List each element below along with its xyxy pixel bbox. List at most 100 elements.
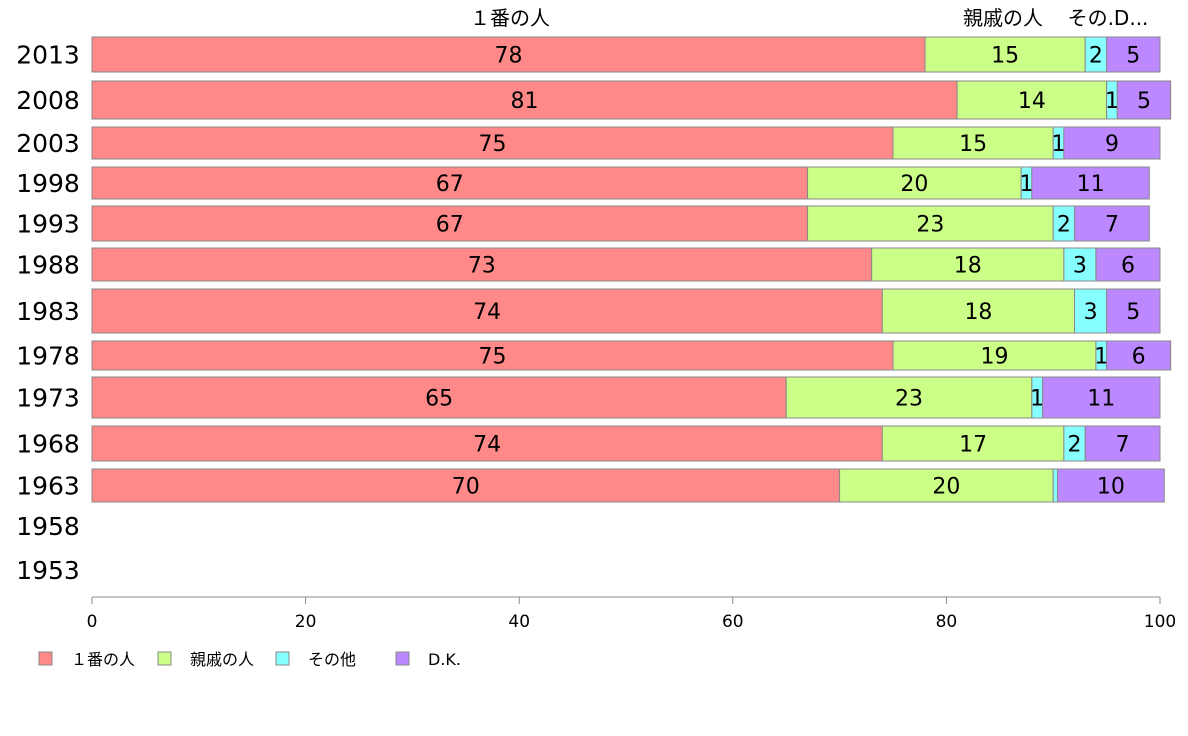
bar-segment-1988-0 bbox=[91, 247, 873, 282]
year-label-2008: 2008 bbox=[16, 86, 80, 115]
bar-segment-1988-2 bbox=[1063, 247, 1097, 282]
bar-segment-1988-3 bbox=[1095, 247, 1161, 282]
bar-segment-1983-2 bbox=[1074, 288, 1108, 334]
value-label-2008-3: 5 bbox=[1137, 89, 1151, 114]
year-label-1958: 1958 bbox=[16, 512, 80, 541]
year-label-1973: 1973 bbox=[16, 384, 80, 413]
value-label-1983-3: 5 bbox=[1126, 300, 1140, 325]
value-label-2013-0: 78 bbox=[495, 44, 523, 69]
value-label-2013-3: 5 bbox=[1126, 44, 1140, 69]
year-label-1963: 1963 bbox=[16, 472, 80, 501]
bar-segment-1983-0 bbox=[91, 288, 883, 334]
value-label-1998-2: 1 bbox=[1020, 172, 1034, 197]
year-label-2013: 2013 bbox=[16, 41, 80, 70]
value-label-2013-2: 2 bbox=[1089, 44, 1103, 69]
bar-segment-1968-0 bbox=[91, 425, 883, 462]
year-label-1968: 1968 bbox=[16, 430, 80, 459]
value-label-2003-2: 1 bbox=[1052, 132, 1066, 157]
x-tick-label-40: 40 bbox=[508, 612, 530, 632]
bar-segment-1983-1 bbox=[881, 288, 1076, 334]
bar-segment-2008-3 bbox=[1116, 80, 1172, 120]
bar-segment-2003-1 bbox=[892, 126, 1054, 160]
value-label-1968-0: 74 bbox=[473, 433, 501, 458]
value-label-1978-2: 1 bbox=[1094, 345, 1108, 370]
bar-segment-1963-2 bbox=[1052, 468, 1058, 503]
bar-segment-1993-0 bbox=[91, 205, 809, 242]
legend-swatch-3 bbox=[395, 651, 410, 666]
value-label-1963-3: 10 bbox=[1097, 475, 1125, 500]
value-label-2008-2: 1 bbox=[1105, 89, 1119, 114]
top-label-1: 親戚の人 bbox=[963, 6, 1043, 30]
value-label-1988-0: 73 bbox=[468, 254, 496, 279]
x-tick-label-60: 60 bbox=[722, 612, 744, 632]
bar-segment-2013-1 bbox=[924, 36, 1086, 73]
bar-segment-1968-1 bbox=[881, 425, 1065, 462]
year-labels: 2013 2008 2003 1998 1993 1988 1983 1978 1973 1968… bbox=[16, 41, 80, 586]
value-label-1973-2: 1 bbox=[1030, 387, 1044, 412]
x-tick-label-100: 100 bbox=[1144, 612, 1176, 632]
value-label-1968-3: 7 bbox=[1116, 433, 1130, 458]
bar-segment-1973-0 bbox=[91, 376, 787, 419]
year-label-1988: 1988 bbox=[16, 251, 80, 280]
value-label-2003-0: 75 bbox=[479, 132, 507, 157]
value-label-2003-3: 9 bbox=[1105, 132, 1119, 157]
bar-segment-2008-0 bbox=[91, 80, 958, 120]
year-label-1953: 1953 bbox=[16, 556, 80, 585]
top-series-labels: １番の人 親戚の人 その.D... bbox=[470, 6, 1148, 30]
legend-label-2: その他 bbox=[308, 650, 356, 669]
bar-segment-2013-0 bbox=[91, 36, 926, 73]
value-label-1978-1: 19 bbox=[980, 345, 1008, 370]
legend-swatch-2 bbox=[275, 651, 290, 666]
x-tick-label-20: 20 bbox=[295, 612, 317, 632]
value-label-1983-1: 18 bbox=[964, 300, 992, 325]
bar-segment-2008-1 bbox=[956, 80, 1108, 120]
bar-segment-1993-1 bbox=[807, 205, 1054, 242]
value-label-1973-0: 65 bbox=[425, 387, 453, 412]
bar-segment-1973-3 bbox=[1042, 376, 1161, 419]
value-label-1998-1: 20 bbox=[900, 172, 928, 197]
value-label-1983-0: 74 bbox=[473, 300, 501, 325]
bar-segment-1973-1 bbox=[785, 376, 1033, 419]
year-label-2003: 2003 bbox=[16, 129, 80, 158]
legend-label-3: D.K. bbox=[428, 650, 461, 669]
value-label-1993-0: 67 bbox=[436, 213, 464, 238]
legend-swatch-1 bbox=[157, 651, 172, 666]
value-label-2008-1: 14 bbox=[1018, 89, 1046, 114]
legend: １番の人 親戚の人 その他 D.K. bbox=[38, 650, 461, 669]
bar-segment-1963-1 bbox=[839, 468, 1054, 503]
value-label-1993-1: 23 bbox=[916, 213, 944, 238]
value-label-2008-0: 81 bbox=[511, 89, 539, 114]
bar-segment-1978-3 bbox=[1106, 340, 1172, 371]
bar-segment-1998-1 bbox=[807, 166, 1022, 200]
x-axis: 0 20 40 60 80 100 bbox=[87, 596, 1176, 632]
year-label-1978: 1978 bbox=[16, 342, 80, 371]
value-label-1998-0: 67 bbox=[436, 172, 464, 197]
bar-segment-1968-3 bbox=[1084, 425, 1161, 462]
top-label-2: その.D... bbox=[1068, 6, 1149, 30]
year-label-1983: 1983 bbox=[16, 297, 80, 326]
value-label-1993-2: 2 bbox=[1057, 213, 1071, 238]
bar-segment-2013-3 bbox=[1106, 36, 1161, 73]
bar-segment-1963-0 bbox=[91, 468, 841, 503]
bar-segment-1993-3 bbox=[1074, 205, 1150, 242]
value-label-1963-0: 70 bbox=[452, 475, 480, 500]
value-label-1988-1: 18 bbox=[954, 254, 982, 279]
value-label-1993-3: 7 bbox=[1105, 213, 1119, 238]
value-label-2013-1: 15 bbox=[991, 44, 1019, 69]
value-label-1963-1: 20 bbox=[932, 475, 960, 500]
bar-segment-1963-3 bbox=[1056, 468, 1165, 503]
value-label-2003-1: 15 bbox=[959, 132, 987, 157]
value-label-1978-0: 75 bbox=[479, 345, 507, 370]
x-tick-label-0: 0 bbox=[87, 612, 98, 632]
value-label-1998-3: 11 bbox=[1077, 172, 1105, 197]
x-tick-label-80: 80 bbox=[936, 612, 958, 632]
bar-segment-1998-0 bbox=[91, 166, 809, 200]
bar-segment-1983-3 bbox=[1106, 288, 1161, 334]
legend-label-0: １番の人 bbox=[71, 650, 135, 669]
value-label-1973-1: 23 bbox=[895, 387, 923, 412]
value-label-1983-2: 3 bbox=[1084, 300, 1098, 325]
year-label-1998: 1998 bbox=[16, 169, 80, 198]
bar-segment-1998-3 bbox=[1031, 166, 1150, 200]
